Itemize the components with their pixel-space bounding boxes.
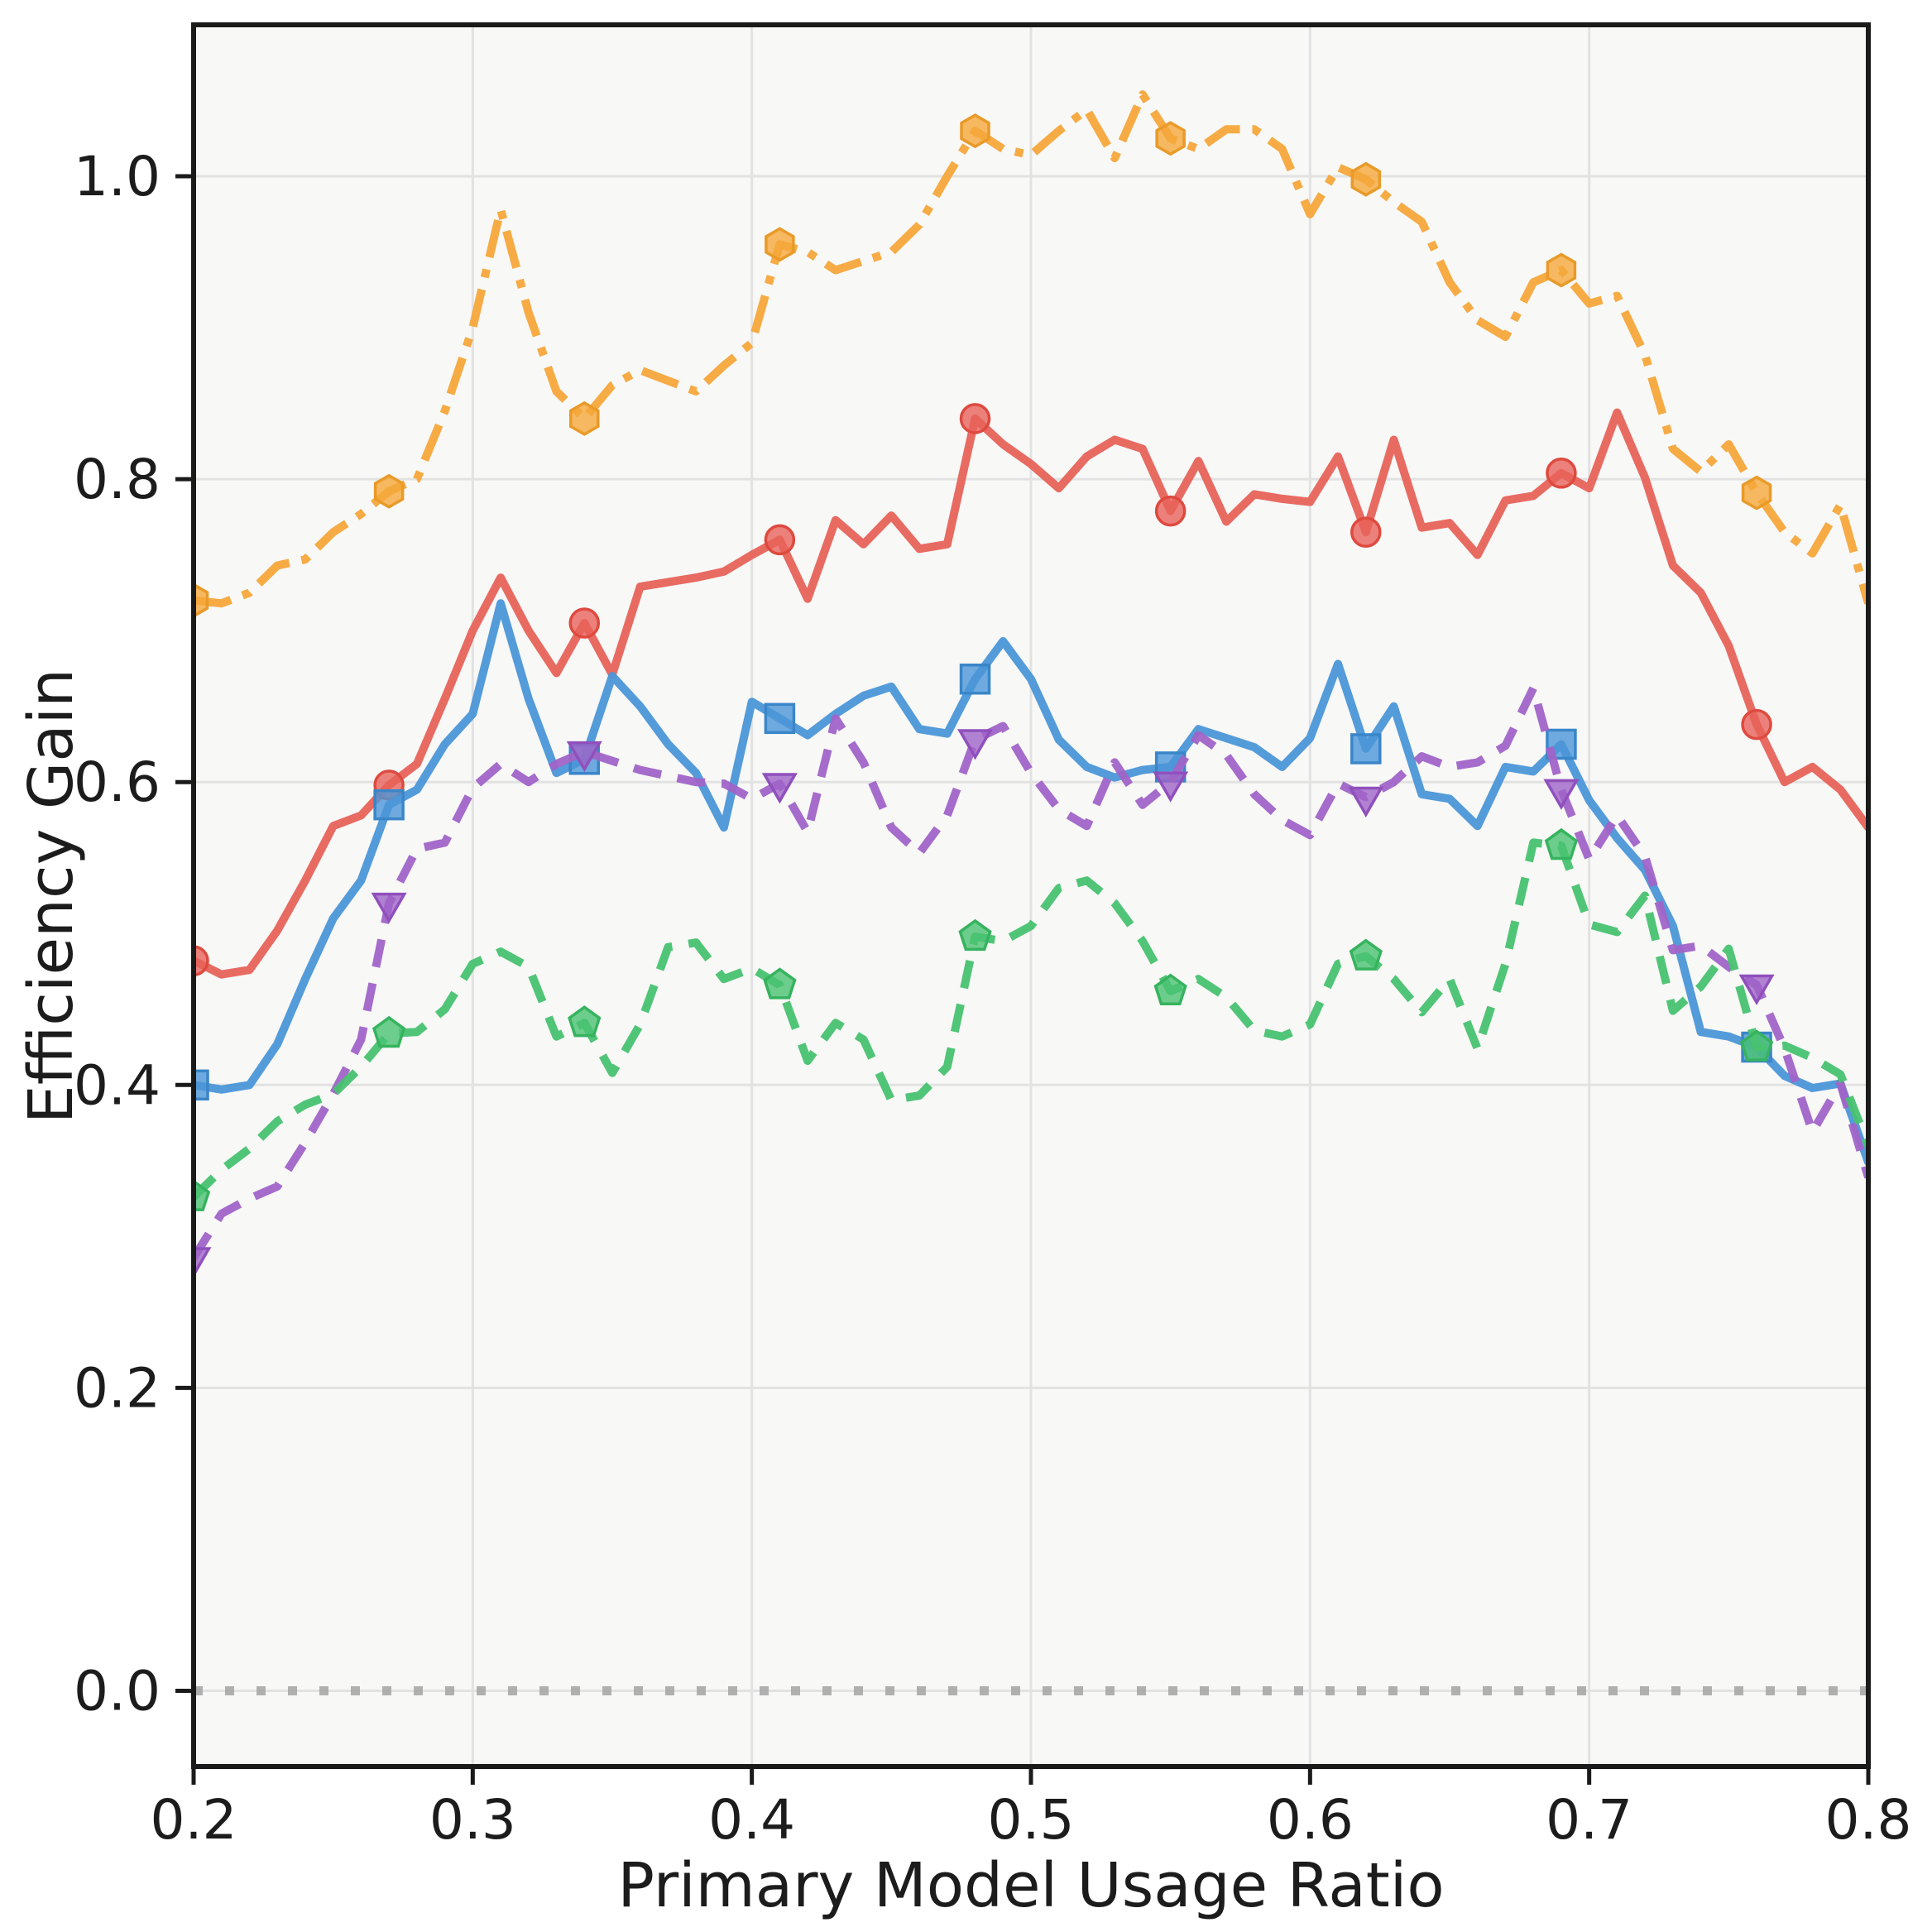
pentagon-marker — [372, 1015, 406, 1048]
square-marker — [959, 663, 991, 695]
x-tick-label: 0.5 — [988, 1788, 1075, 1852]
y-tick-label: 0.4 — [74, 1053, 161, 1117]
y-tick-label: 0.8 — [74, 448, 161, 511]
series-line — [194, 90, 1868, 608]
hexagon-marker — [569, 400, 600, 436]
triangle-down-marker — [1543, 779, 1580, 810]
y-tick-label: 0.2 — [74, 1356, 161, 1420]
circle-marker — [959, 403, 991, 434]
triangle-down-marker — [1153, 771, 1189, 803]
y-tick-label: 1.0 — [74, 145, 161, 209]
pentagon-marker — [194, 1179, 211, 1211]
y-tick-label: 0.6 — [74, 750, 161, 814]
triangle-down-marker — [194, 1247, 212, 1278]
tick-labels: 0.2 0.3 0.4 0.5 0.6 0.7 0.8 0.0 0.2 0.4 0.6 0.8 1.0 — [74, 145, 1911, 1852]
gridlines — [192, 25, 1870, 1767]
x-tick-label: 0.4 — [708, 1788, 795, 1852]
pentagon-marker — [568, 1005, 602, 1038]
circle-marker — [1350, 516, 1382, 548]
triangle-down-marker — [761, 773, 798, 804]
pentagon-marker — [763, 967, 797, 1000]
pentagon-marker — [1153, 973, 1187, 1005]
x-axis-label: Primary Model Usage Ratio — [617, 1850, 1445, 1921]
x-tick-label: 0.7 — [1546, 1788, 1632, 1852]
pentagon-marker — [1544, 827, 1579, 861]
circle-marker — [1741, 708, 1772, 741]
square-marker — [764, 702, 796, 735]
series-line — [194, 838, 1868, 1201]
hexagon-marker — [1546, 252, 1577, 288]
circle-marker — [1546, 458, 1577, 489]
series-green-dashed-pentagon — [194, 827, 1868, 1211]
hexagon-marker — [765, 227, 795, 262]
x-tick-label: 0.6 — [1267, 1788, 1354, 1852]
hexagon-marker — [194, 582, 209, 618]
circle-marker — [568, 607, 601, 639]
y-tick-label: 0.0 — [74, 1659, 161, 1723]
series-purple-dashed-triangle-down — [194, 683, 1868, 1278]
hexagon-marker — [960, 113, 990, 149]
pentagon-marker — [958, 918, 992, 952]
series-line — [194, 599, 1868, 1167]
hexagon-marker — [1350, 161, 1382, 197]
triangle-down-marker — [1348, 786, 1384, 818]
series-orange-dashdot-hexagon — [194, 90, 1868, 618]
pentagon-marker — [1349, 938, 1383, 971]
hexagon-marker — [1741, 475, 1772, 511]
x-tick-label: 0.2 — [151, 1788, 237, 1852]
triangle-down-marker — [371, 892, 407, 924]
circle-marker — [764, 524, 796, 556]
series-line — [194, 408, 1868, 979]
hexagon-marker — [1155, 121, 1186, 156]
triangle-down-marker — [957, 729, 994, 760]
square-marker — [373, 789, 405, 821]
tick-marks — [175, 174, 1871, 1785]
square-marker — [1350, 733, 1382, 765]
circle-marker — [1154, 495, 1187, 527]
x-tick-label: 0.8 — [1825, 1788, 1912, 1852]
hexagon-marker — [373, 473, 405, 509]
x-tick-label: 0.3 — [429, 1788, 516, 1852]
triangle-down-marker — [1738, 974, 1775, 1005]
series-red-solid-circle — [194, 403, 1868, 979]
y-axis-label: Efficiency Gain — [16, 668, 87, 1124]
square-marker — [194, 1069, 209, 1101]
pentagon-marker — [1739, 1029, 1774, 1062]
triangle-down-marker — [566, 741, 602, 773]
circle-marker — [194, 945, 209, 976]
